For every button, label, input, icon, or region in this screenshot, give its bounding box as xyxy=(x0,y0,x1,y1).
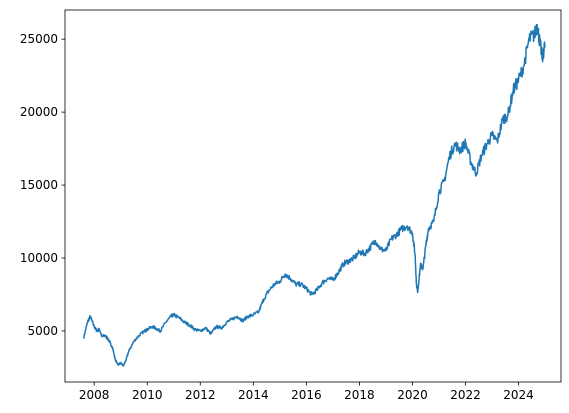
plot-area xyxy=(65,10,561,382)
x-axis: 2008 2010 2012 2014 2016 2018 2020 2022 2024 xyxy=(79,382,534,402)
y-tick-label: 25000 xyxy=(20,32,58,46)
y-axis: 5000 10000 15000 20000 25000 xyxy=(20,32,65,338)
x-tick-label: 2018 xyxy=(344,388,375,402)
series-line xyxy=(83,23,546,367)
y-tick-label: 20000 xyxy=(20,105,58,119)
x-tick-label: 2012 xyxy=(185,388,216,402)
x-tick-label: 2024 xyxy=(503,388,534,402)
x-tick-label: 2010 xyxy=(132,388,163,402)
x-tick-label: 2008 xyxy=(79,388,110,402)
plot-frame xyxy=(64,9,562,383)
y-tick-label: 10000 xyxy=(20,251,58,265)
x-tick-label: 2014 xyxy=(238,388,269,402)
x-tick-label: 2020 xyxy=(397,388,428,402)
y-tick-label: 5000 xyxy=(27,324,58,338)
x-tick-label: 2016 xyxy=(291,388,322,402)
x-tick-label: 2022 xyxy=(450,388,481,402)
y-tick-label: 15000 xyxy=(20,178,58,192)
